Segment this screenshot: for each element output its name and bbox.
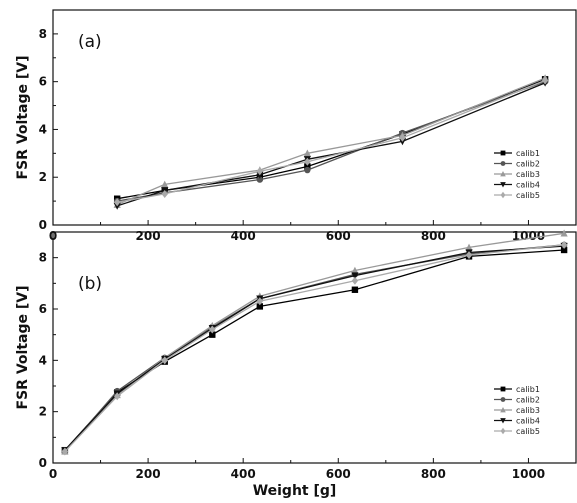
legend-label: calib5	[516, 427, 540, 436]
legend-marker-calib2	[500, 161, 506, 166]
series-calib2	[61, 241, 568, 455]
data-point-calib2	[304, 166, 311, 174]
legend-label: calib3	[516, 170, 540, 179]
data-point-calib1	[256, 303, 264, 310]
series-line-calib3	[116, 77, 546, 206]
data-point-calib5	[399, 133, 406, 142]
series-calib1	[113, 76, 549, 202]
data-point-calib3	[560, 229, 568, 237]
x-tick-label: 200	[136, 467, 161, 481]
x-tick-label: 400	[231, 229, 256, 243]
y-tick-label: 6	[39, 75, 47, 89]
x-tick-label: 600	[326, 229, 351, 243]
data-point-calib5	[465, 251, 473, 260]
y-tick-label: 2	[39, 405, 47, 419]
x-tick-label: 400	[231, 467, 256, 481]
data-point-calib5	[256, 297, 264, 306]
y-tick-label: 4	[39, 353, 47, 367]
legend-marker-calib1	[500, 386, 506, 392]
x-tick-label: 800	[421, 467, 446, 481]
series-calib5	[113, 76, 549, 207]
data-point-calib5	[541, 76, 549, 85]
series-line-calib2	[64, 244, 565, 452]
legend-label: calib5	[516, 191, 540, 200]
data-point-calib5	[209, 325, 216, 334]
plot-frame	[52, 9, 577, 226]
legend-label: calib2	[516, 396, 540, 405]
y-tick-label: 2	[39, 170, 47, 184]
series-calib5	[61, 240, 568, 456]
series-line-calib4	[116, 82, 546, 207]
series-line-calib1	[64, 249, 565, 451]
y-tick-label: 4	[39, 122, 47, 136]
data-point-calib3	[465, 243, 473, 251]
legend-label: calib2	[516, 160, 540, 169]
x-tick-label: 200	[136, 229, 161, 243]
x-tick-label: 600	[326, 467, 351, 481]
data-point-calib3	[303, 149, 311, 157]
legend-label: calib4	[516, 181, 540, 190]
legend-marker-calib2	[500, 397, 506, 402]
x-tick-label: 800	[421, 229, 446, 243]
legend-label: calib3	[516, 406, 540, 415]
series-calib1	[61, 246, 568, 454]
legend-label: calib1	[516, 385, 540, 394]
data-point-calib5	[304, 157, 311, 166]
y-tick-label: 8	[39, 27, 47, 41]
series-line-calib4	[64, 245, 565, 451]
legend-marker-calib5	[500, 191, 506, 199]
legend-marker-calib3	[500, 407, 506, 413]
series-calib2	[113, 78, 549, 205]
legend-label: calib1	[516, 149, 540, 158]
plot-frame	[52, 231, 577, 464]
x-axis-title: Weight [g]	[253, 483, 337, 499]
series-line-calib5	[117, 79, 546, 203]
x-tick-label: 1000	[512, 467, 545, 481]
data-point-calib5	[61, 447, 69, 456]
y-tick-label: 8	[39, 251, 47, 265]
data-point-calib3	[161, 180, 169, 188]
y-axis-title: FSR Voltage [V]	[15, 286, 31, 410]
data-point-calib2	[256, 176, 264, 183]
series-line-calib3	[64, 232, 565, 452]
data-point-calib4	[351, 272, 359, 280]
data-point-calib5	[560, 240, 568, 249]
data-point-calib1	[351, 286, 359, 293]
y-axis-title: FSR Voltage [V]	[15, 56, 31, 180]
data-point-calib5	[113, 392, 121, 401]
legend-marker-calib5	[500, 427, 506, 435]
data-point-calib5	[351, 276, 359, 285]
data-point-calib5	[113, 198, 121, 207]
legend-label: calib4	[516, 417, 540, 426]
series-line-calib1	[117, 78, 546, 200]
x-tick-label: 0	[49, 467, 57, 481]
y-tick-label: 0	[39, 456, 47, 470]
data-point-calib5	[161, 189, 168, 198]
legend-marker-calib1	[500, 150, 506, 156]
legend-marker-calib4	[500, 182, 506, 188]
chart-panel-2: 0 2 4 6 8 0 200 400 600 800 1000 FSR Voltage [V] Wei…	[15, 229, 577, 499]
y-tick-label: 6	[39, 302, 47, 316]
series-line-calib5	[64, 244, 565, 452]
legend-marker-calib3	[500, 171, 506, 177]
y-tick-label: 0	[39, 218, 47, 232]
series-calib3	[61, 229, 568, 455]
series-line-calib2	[117, 81, 546, 202]
series-calib4	[61, 242, 568, 454]
data-point-calib1	[304, 163, 311, 170]
panel-label: (a)	[78, 32, 102, 52]
data-point-calib5	[161, 356, 168, 365]
panel-label: (b)	[78, 274, 102, 294]
legend-marker-calib4	[500, 418, 506, 424]
data-point-calib3	[351, 266, 359, 274]
data-point-calib1	[560, 246, 568, 254]
data-point-calib5	[256, 167, 264, 176]
data-point-calib1	[209, 331, 216, 338]
